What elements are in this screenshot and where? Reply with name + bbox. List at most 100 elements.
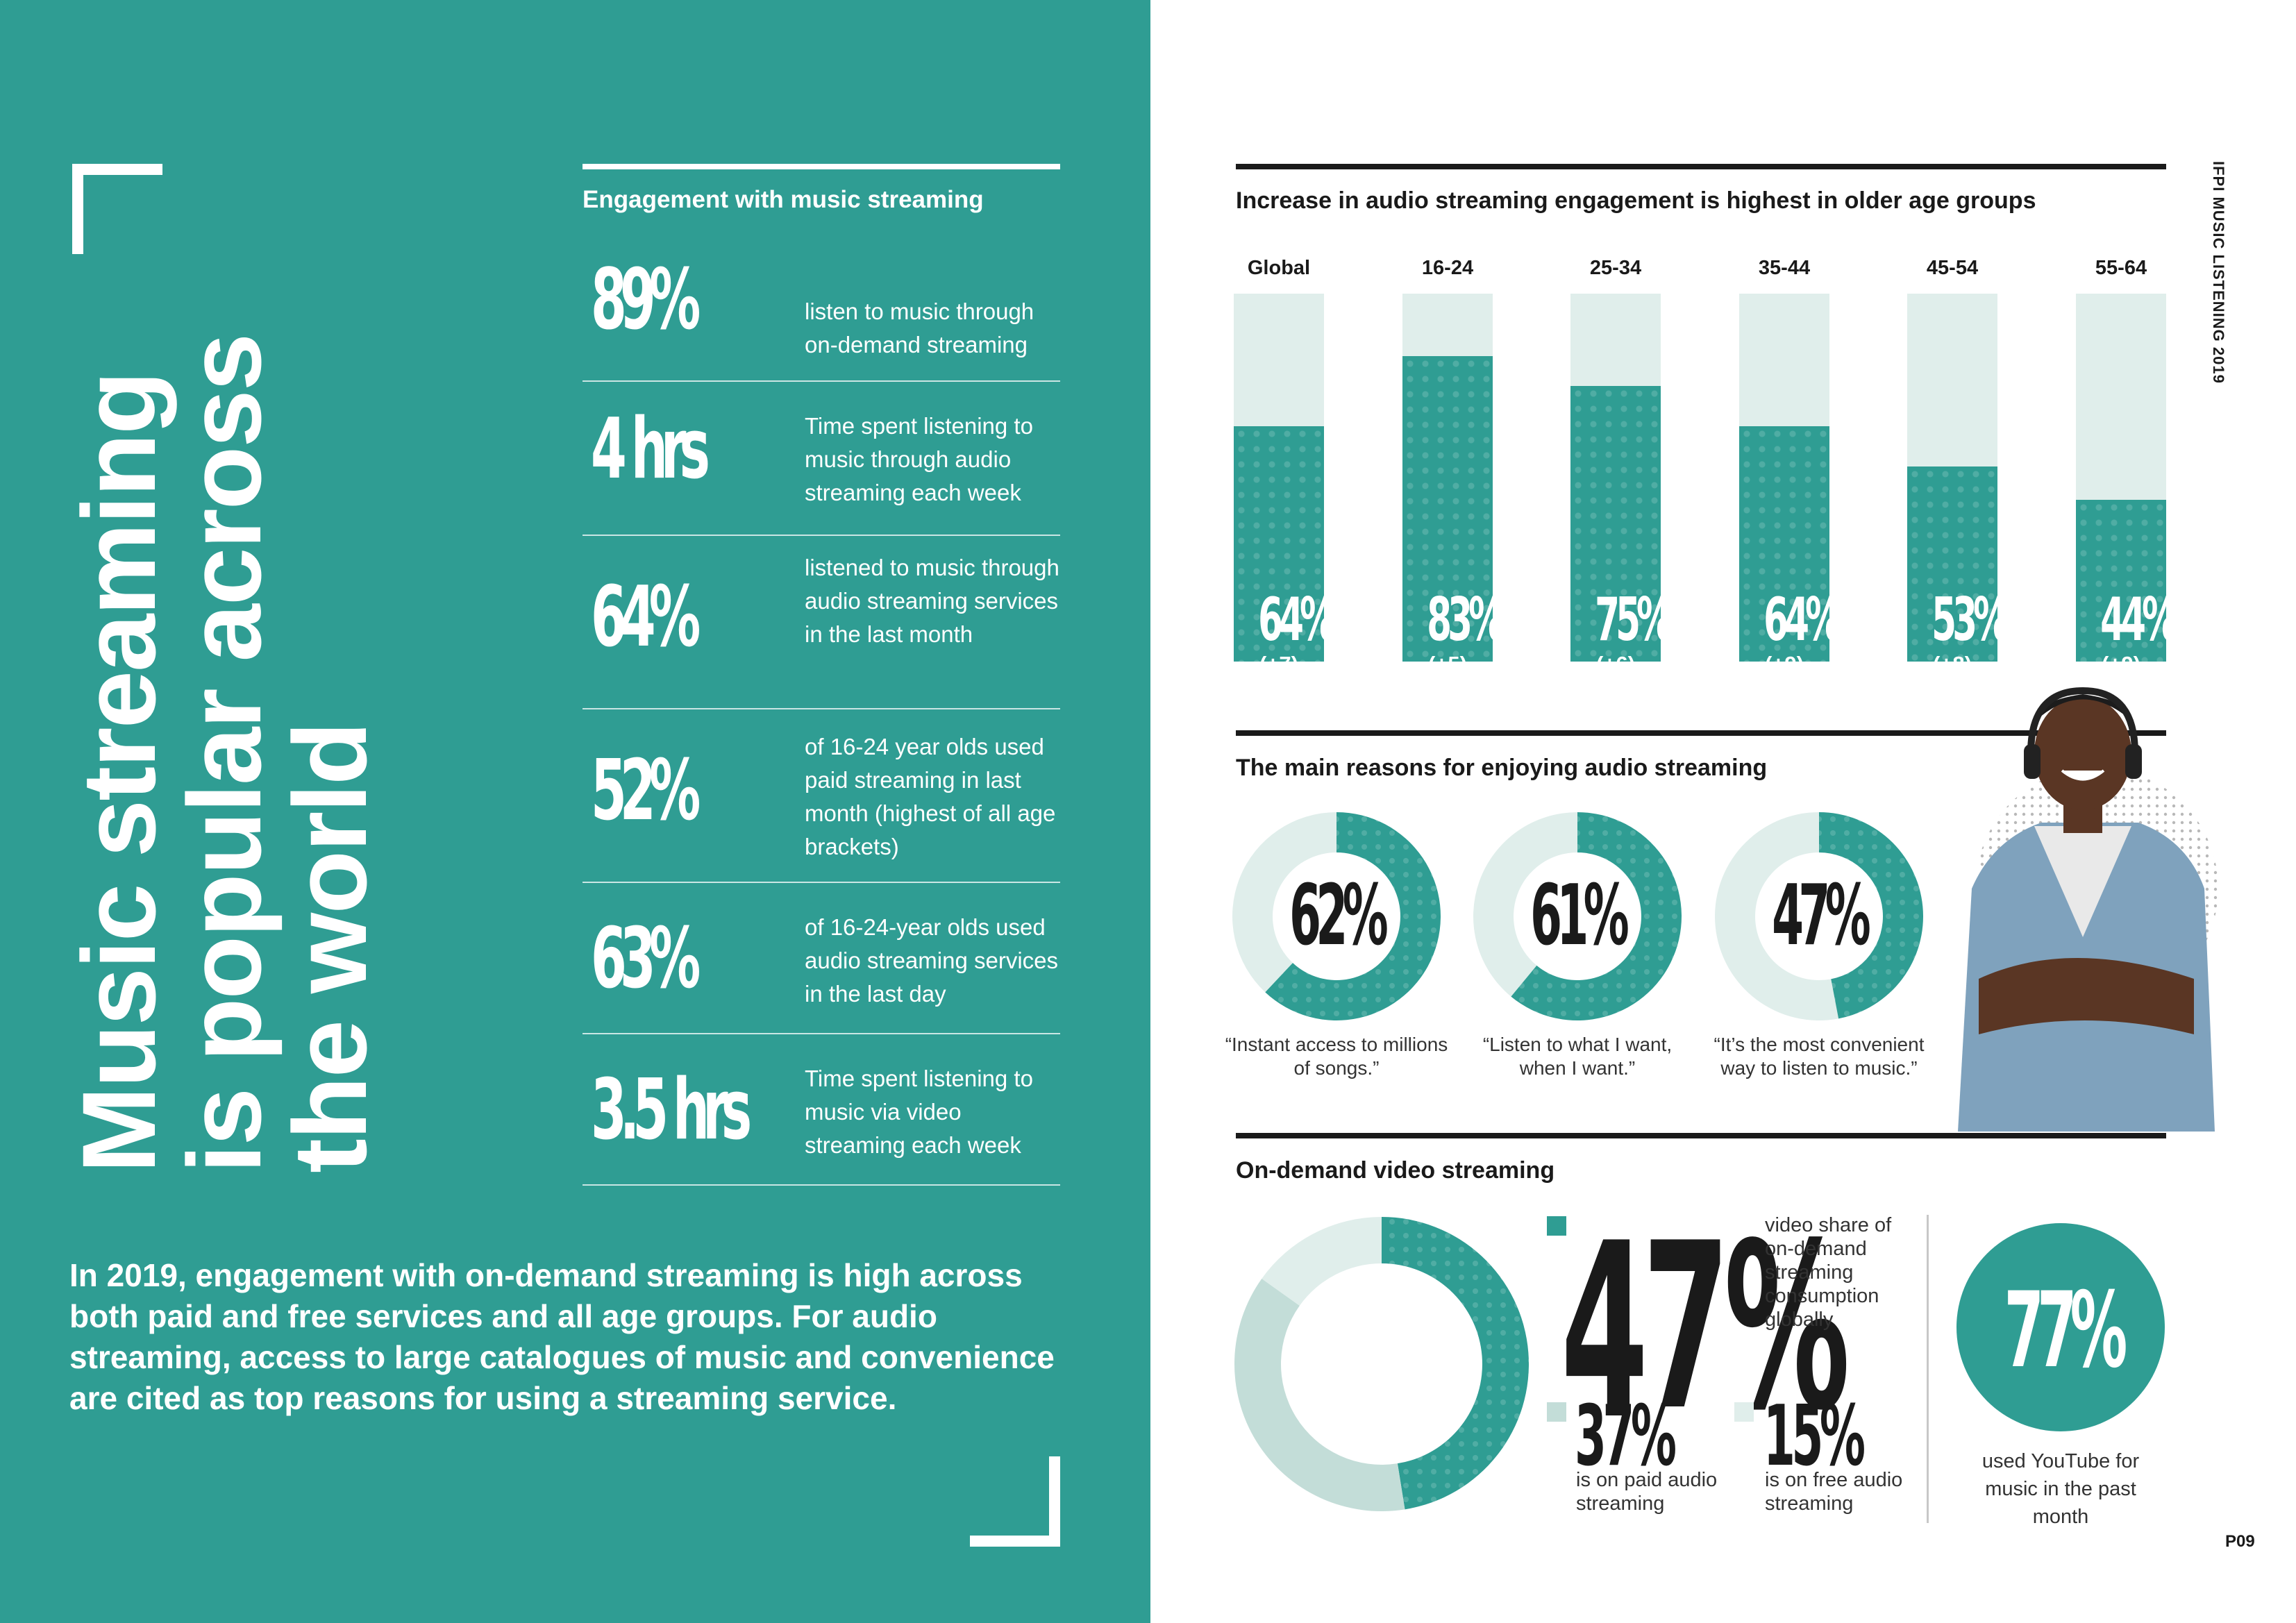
donut-caption: “It’s the most convenient way to listen …	[1713, 1034, 1925, 1079]
free-audio-value: 15%	[1763, 1388, 1866, 1485]
donut-value-label: 47%	[1772, 868, 1872, 964]
bar-change-label: (+7)	[1259, 652, 1298, 676]
donut-value-label: 61%	[1530, 868, 1630, 964]
bar-fill	[1570, 385, 1661, 662]
donut-value-slice	[1265, 812, 1441, 1020]
donut-value-slice	[1511, 812, 1682, 1020]
stat-description: listen to music through on-demand stream…	[805, 298, 1034, 358]
stat-row: 64% listened to music through audio stre…	[583, 536, 1060, 709]
bar-track: 64% (+7)	[1234, 294, 1336, 676]
bar-value-label: 83%	[1427, 585, 1505, 655]
bar-category-label: Global	[1247, 257, 1311, 279]
reasons-rule	[1236, 730, 2166, 736]
donut-value-slice	[1819, 812, 1923, 1019]
reasons-heading: The main reasons for enjoying audio stre…	[1236, 755, 1768, 781]
donut-remainder-slice	[1715, 812, 1839, 1020]
reason-donut: 61%	[1473, 812, 1682, 1020]
age-chart-heading: Increase in audio streaming engagement i…	[1236, 187, 2036, 214]
stat-description: Time spent listening to music via video …	[805, 1066, 1033, 1158]
bar-value-label: 64%	[1763, 585, 1841, 655]
stat-description: listened to music through audio streamin…	[805, 555, 1059, 647]
paid-audio-text: is on paid audio streaming	[1576, 1469, 1718, 1515]
bar-value-label: 44%	[2100, 585, 2178, 655]
bar-category-label: 25-34	[1589, 257, 1642, 279]
intro-paragraph: In 2019, engagement with on-demand strea…	[69, 1257, 1055, 1416]
video-share-text: video share of on-demand streaming consu…	[1765, 1214, 1892, 1331]
headphones-band	[2027, 687, 2138, 754]
legend-square-paid	[1547, 1402, 1566, 1422]
donut-remainder-slice	[1232, 812, 1336, 993]
stat-row: 63% of 16-24-year olds used audio stream…	[583, 883, 1060, 1034]
youtube-stat-circle: 77%	[1956, 1223, 2165, 1431]
reason-donut: 47%	[1715, 812, 1923, 1020]
bar-change-label: (+6)	[1596, 652, 1635, 676]
stat-description: Time spent listening to music through au…	[805, 413, 1033, 505]
head	[2034, 696, 2131, 810]
video-share-value: 47%	[1561, 1194, 1850, 1461]
publication-tag: IFPI MUSIC LISTENING 2019	[2210, 161, 2227, 384]
stat-description: of 16-24-year olds used audio streaming …	[805, 914, 1058, 1007]
title-line-1: Music streaming	[60, 372, 177, 1173]
paid-audio-slice	[1234, 1279, 1405, 1511]
stat-row: 4 hrs Time spent listening to music thro…	[583, 382, 1060, 536]
person-with-headphones-photo	[1958, 687, 2218, 1132]
stat-description: of 16-24 year olds used paid streaming i…	[805, 734, 1056, 859]
bar-fill	[1739, 426, 1829, 662]
engagement-heading: Engagement with music streaming	[583, 186, 984, 213]
shirt	[2034, 826, 2131, 937]
stat-value: 64%	[591, 569, 701, 666]
youtube-stat-value: 77%	[2004, 1270, 2128, 1391]
bar-value-label: 53%	[1932, 585, 2009, 655]
stat-row: 3.5 hrs Time spent listening to music vi…	[583, 1034, 1060, 1186]
bar-change-label: (+9)	[2102, 652, 2140, 676]
bar-track: 83% (+5)	[1402, 294, 1505, 676]
bar-change-label: (+9)	[1765, 652, 1804, 676]
stat-row: 89% listen to music through on-demand st…	[583, 239, 1060, 382]
reason-donut: 62%	[1232, 812, 1441, 1020]
donut-svg	[1473, 812, 1682, 1020]
bar-change-label: (+8)	[1933, 652, 1972, 676]
donut-caption: “Instant access to millions of songs.”	[1225, 1034, 1448, 1079]
free-audio-slice	[1262, 1217, 1382, 1306]
bar-value-label: 64%	[1258, 585, 1336, 655]
bar-category-label: 16-24	[1421, 257, 1474, 279]
stat-value: 52%	[591, 743, 701, 839]
bar-category-label: 45-54	[1926, 257, 1979, 279]
bar-fill	[1402, 356, 1493, 662]
bar-track: 75% (+6)	[1570, 294, 1673, 676]
legend-square-video	[1547, 1216, 1566, 1236]
youtube-stat-text: used YouTube for music in the past month	[1981, 1450, 2140, 1528]
donut-svg	[1715, 812, 1923, 1020]
video-share-donut	[1234, 1217, 1529, 1511]
stat-value: 63%	[591, 911, 701, 1007]
donut-caption: “Listen to what I want, when I want.”	[1482, 1034, 1673, 1079]
headphone-left	[2024, 744, 2041, 779]
legend-square-free	[1734, 1402, 1754, 1422]
bar-track: 44% (+9)	[2076, 294, 2178, 676]
video-rule	[1236, 1133, 2166, 1138]
bar-track: 64% (+9)	[1739, 294, 1841, 676]
bar-category-label: 35-44	[1758, 257, 1811, 279]
stat-row: 52% of 16-24 year olds used paid streami…	[583, 709, 1060, 883]
paid-audio-value: 37%	[1575, 1388, 1677, 1485]
bar-fill	[1234, 426, 1324, 662]
video-divider	[1927, 1215, 1929, 1523]
headphone-right	[2125, 744, 2142, 779]
corner-bracket-top-left	[72, 164, 162, 254]
hair	[2034, 694, 2133, 722]
donut-svg	[1232, 812, 1441, 1020]
bar-change-label: (+5)	[1428, 652, 1467, 676]
video-slice	[1382, 1217, 1529, 1510]
bar-fill	[2076, 499, 2166, 662]
stat-value: 89%	[591, 252, 701, 348]
crossed-arms	[1979, 958, 2194, 1034]
donut-remainder-slice	[1473, 812, 1577, 997]
bar-category-label: 55-64	[2095, 257, 2147, 279]
bar-track: 53% (+8)	[1907, 294, 2009, 676]
stat-value: 4 hrs	[591, 401, 710, 498]
free-audio-text: is on free audio streaming	[1765, 1469, 1903, 1515]
age-chart-rule	[1236, 164, 2166, 169]
page-number: P09	[2225, 1532, 2255, 1551]
page-title: Music streaming is popular across the wo…	[60, 335, 388, 1173]
engagement-rule	[583, 164, 1060, 169]
